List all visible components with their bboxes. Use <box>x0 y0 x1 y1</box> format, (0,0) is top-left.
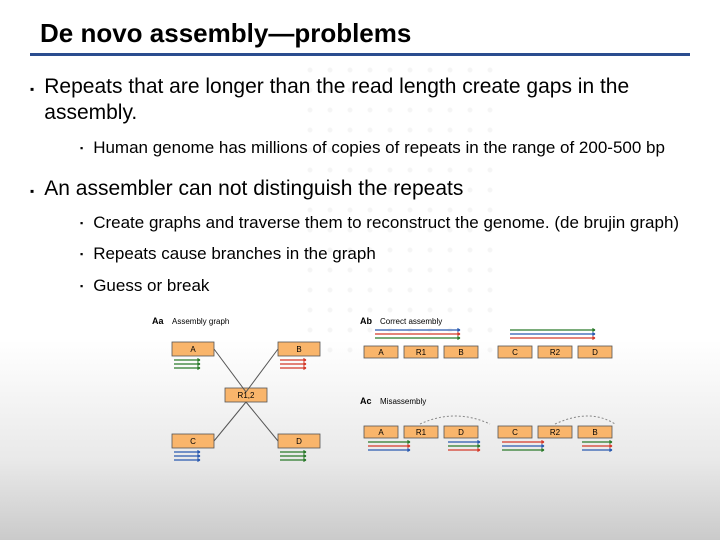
bullet-marker: ▪ <box>80 218 83 233</box>
bullet-text: Guess or break <box>93 275 209 296</box>
bullet-marker: ▪ <box>80 249 83 264</box>
svg-text:Ac: Ac <box>360 396 372 406</box>
svg-text:R1: R1 <box>416 348 427 357</box>
svg-text:D: D <box>458 428 464 437</box>
bullet-list: ▪Repeats that are longer than the read l… <box>30 74 690 296</box>
bullet-text: An assembler can not distinguish the rep… <box>44 176 463 202</box>
slide-content: De novo assembly—problems ▪Repeats that … <box>0 0 720 484</box>
svg-text:B: B <box>458 348 463 357</box>
bullet-text: Repeats that are longer than the read le… <box>44 74 690 127</box>
svg-text:Misassembly: Misassembly <box>380 397 426 406</box>
bullet-level-1: ▪ An assembler can not distinguish the re… <box>30 176 690 202</box>
bullet-marker: ▪ <box>80 281 83 296</box>
assembly-diagram: Aa Assembly graph A B C D R1,2 Ab Correct assemb… <box>150 314 630 474</box>
bullet-level-2: ▪ Repeats cause branches in the graph <box>80 243 690 264</box>
bullet-marker: ▪ <box>80 143 83 158</box>
svg-text:B: B <box>296 345 301 354</box>
svg-text:Aa: Aa <box>152 316 164 326</box>
svg-text:A: A <box>190 345 196 354</box>
bullet-marker: ▪ <box>30 82 34 127</box>
svg-text:Ab: Ab <box>360 316 372 326</box>
svg-text:B: B <box>592 428 597 437</box>
bullet-text: Create graphs and traverse them to recon… <box>93 212 679 233</box>
bullet-text: Human genome has millions of copies of r… <box>93 137 665 158</box>
svg-text:C: C <box>512 428 518 437</box>
bullet-level-2: ▪ Create graphs and traverse them to reco… <box>80 212 690 233</box>
bullet-level-2: ▪ Guess or break <box>80 275 690 296</box>
svg-text:Assembly graph: Assembly graph <box>172 317 229 326</box>
svg-text:Correct assembly: Correct assembly <box>380 317 442 326</box>
svg-text:A: A <box>378 348 384 357</box>
bullet-text: Repeats cause branches in the graph <box>93 243 376 264</box>
svg-text:R1: R1 <box>416 428 427 437</box>
svg-text:R2: R2 <box>550 348 561 357</box>
svg-text:C: C <box>190 437 196 446</box>
svg-text:A: A <box>378 428 384 437</box>
bullet-level-2: ▪ Human genome has millions of copies of … <box>80 137 690 158</box>
svg-text:R1,2: R1,2 <box>238 391 255 400</box>
svg-text:C: C <box>512 348 518 357</box>
svg-text:D: D <box>592 348 598 357</box>
slide-title: De novo assembly—problems <box>30 18 690 56</box>
bullet-marker: ▪ <box>30 184 34 202</box>
svg-text:D: D <box>296 437 302 446</box>
svg-text:R2: R2 <box>550 428 561 437</box>
bullet-level-1: ▪Repeats that are longer than the read l… <box>30 74 690 127</box>
